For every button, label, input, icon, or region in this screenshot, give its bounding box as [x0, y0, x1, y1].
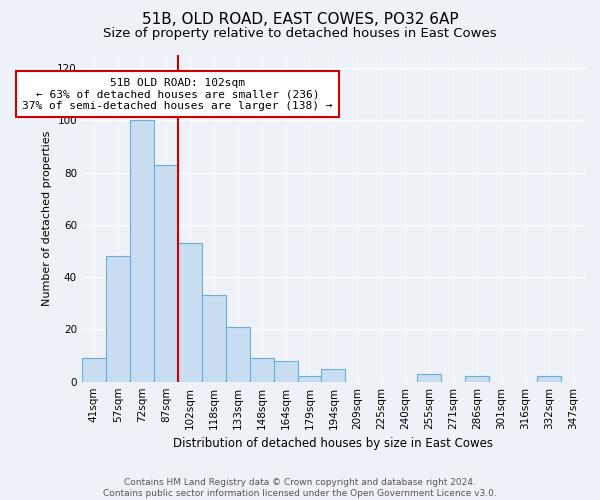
Bar	[274, 361, 298, 382]
Bar	[322, 368, 346, 382]
Bar	[465, 376, 489, 382]
Text: Size of property relative to detached houses in East Cowes: Size of property relative to detached ho…	[103, 28, 497, 40]
Text: 51B, OLD ROAD, EAST COWES, PO32 6AP: 51B, OLD ROAD, EAST COWES, PO32 6AP	[142, 12, 458, 28]
Text: Contains HM Land Registry data © Crown copyright and database right 2024.
Contai: Contains HM Land Registry data © Crown c…	[103, 478, 497, 498]
Bar	[106, 256, 130, 382]
Bar	[178, 243, 202, 382]
Bar	[130, 120, 154, 382]
Bar	[154, 165, 178, 382]
Text: 51B OLD ROAD: 102sqm
← 63% of detached houses are smaller (236)
37% of semi-deta: 51B OLD ROAD: 102sqm ← 63% of detached h…	[22, 78, 333, 111]
Bar	[250, 358, 274, 382]
Bar	[202, 296, 226, 382]
Bar	[298, 376, 322, 382]
Bar	[82, 358, 106, 382]
Bar	[537, 376, 561, 382]
Y-axis label: Number of detached properties: Number of detached properties	[42, 130, 52, 306]
Bar	[418, 374, 441, 382]
Bar	[226, 327, 250, 382]
X-axis label: Distribution of detached houses by size in East Cowes: Distribution of detached houses by size …	[173, 437, 493, 450]
